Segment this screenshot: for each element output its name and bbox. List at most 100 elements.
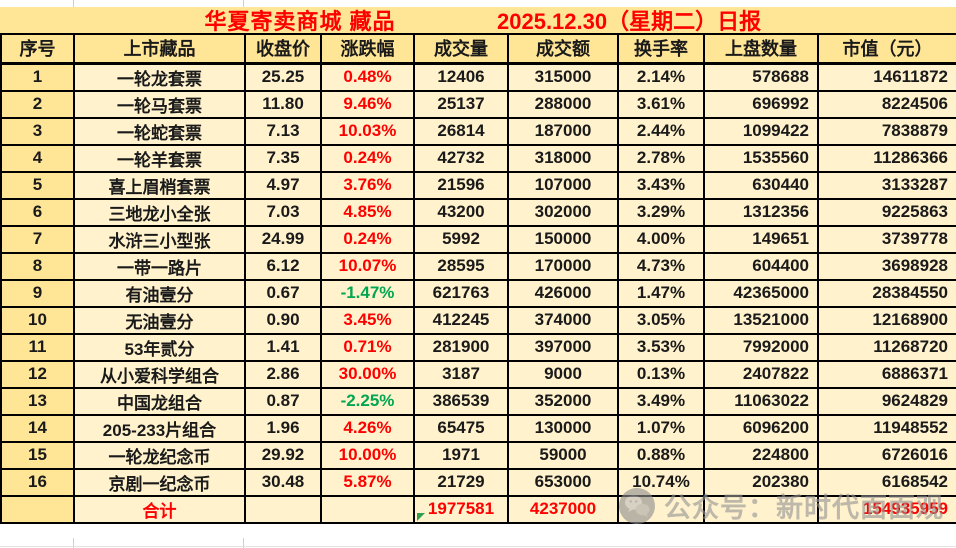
table-row: 2 一轮马套票 11.80 9.46% 25137 288000 3.61% 696992 82… [0, 89, 956, 119]
cell-item-name: 三地龙小全张 [73, 197, 246, 227]
cell-close-price: 30.48 [244, 467, 322, 497]
cell-market-cap: 12168900 [817, 305, 956, 335]
cell-close-price: 2.86 [244, 359, 322, 389]
cell-turnover-amount: 187000 [507, 116, 619, 146]
cell-volume: 3187 [413, 359, 509, 389]
cell-turnover-rate: 1.07% [617, 413, 705, 443]
cell-market-cap: 14611872 [817, 62, 956, 92]
total-row: 合计 1977581 4237000 154935959 [0, 494, 956, 524]
cell-change-pct: 10.03% [320, 116, 415, 146]
cell-listed-qty: 11063022 [703, 386, 819, 416]
gridline-stub [73, 0, 74, 7]
cell-change-pct: 0.24% [320, 143, 415, 173]
cell-listed-qty: 1312356 [703, 197, 819, 227]
cell-turnover-rate: 10.74% [617, 467, 705, 497]
col-header-close: 收盘价 [244, 33, 322, 65]
cell-market-cap: 6168542 [817, 467, 956, 497]
cell-volume: 25137 [413, 89, 509, 119]
cell-change-pct: 0.48% [320, 62, 415, 92]
excel-corner-indicator-icon [417, 513, 425, 521]
cell-volume: 5992 [413, 224, 509, 254]
cell-listed-qty: 578688 [703, 62, 819, 92]
cell-item-name: 从小爱科学组合 [73, 359, 246, 389]
cell-volume: 621763 [413, 278, 509, 308]
cell-market-cap: 9624829 [817, 386, 956, 416]
cell-listed-qty: 149651 [703, 224, 819, 254]
cell-market-cap: 7838879 [817, 116, 956, 146]
col-header-volume: 成交量 [413, 33, 509, 65]
table-row: 12 从小爱科学组合 2.86 30.00% 3187 9000 0.13% 2407822 6… [0, 359, 956, 389]
cell-listed-qty: 7992000 [703, 332, 819, 362]
cell-turnover-amount: 426000 [507, 278, 619, 308]
cell-turnover-rate: 0.13% [617, 359, 705, 389]
header-row: 序号 上市藏品 收盘价 涨跌幅 成交量 成交额 换手率 上盘数量 市值（元） [0, 33, 956, 65]
cell-item-name: 一轮龙套票 [73, 62, 246, 92]
cell-item-name: 一轮龙纪念币 [73, 440, 246, 470]
cell-close-price: 7.13 [244, 116, 322, 146]
table-row: 15 一轮龙纪念币 29.92 10.00% 1971 59000 0.88% 224800 6… [0, 440, 956, 470]
cell-turnover-rate: 4.00% [617, 224, 705, 254]
col-header-index: 序号 [0, 33, 75, 65]
gridline-stub [0, 546, 956, 547]
cell-item-name: 一轮马套票 [73, 89, 246, 119]
cell-volume: 26814 [413, 116, 509, 146]
cell-volume: 43200 [413, 197, 509, 227]
table-row: 8 一带一路片 6.12 10.07% 28595 170000 4.73% 604400 36… [0, 251, 956, 281]
cell-volume: 386539 [413, 386, 509, 416]
cell-change-pct: -2.25% [320, 386, 415, 416]
cell-close-price [244, 494, 322, 524]
cell-index: 8 [0, 251, 75, 281]
cell-turnover-rate: 2.44% [617, 116, 705, 146]
col-header-item: 上市藏品 [73, 33, 246, 65]
cell-market-cap: 28384550 [817, 278, 956, 308]
cell-index: 4 [0, 143, 75, 173]
cell-close-price: 4.97 [244, 170, 322, 200]
cell-listed-qty: 604400 [703, 251, 819, 281]
cell-volume: 42732 [413, 143, 509, 173]
cell-close-price: 1.96 [244, 413, 322, 443]
cell-turnover-amount: 59000 [507, 440, 619, 470]
cell-turnover-rate: 4.73% [617, 251, 705, 281]
cell-index [0, 494, 75, 524]
cell-turnover-rate: 1.47% [617, 278, 705, 308]
cell-change-pct: 10.07% [320, 251, 415, 281]
cell-listed-qty: 2407822 [703, 359, 819, 389]
cell-turnover-rate: 3.49% [617, 386, 705, 416]
gridline-stub [243, 0, 244, 7]
cell-listed-qty: 1099422 [703, 116, 819, 146]
cell-turnover-amount: 302000 [507, 197, 619, 227]
cell-item-name: 中国龙组合 [73, 386, 246, 416]
cell-turnover-amount: 374000 [507, 305, 619, 335]
cell-close-price: 11.80 [244, 89, 322, 119]
cell-change-pct [320, 494, 415, 524]
cell-close-price: 7.35 [244, 143, 322, 173]
total-turnover: 4237000 [507, 494, 619, 524]
cell-index: 9 [0, 278, 75, 308]
cell-turnover-amount: 170000 [507, 251, 619, 281]
cell-market-cap: 11268720 [817, 332, 956, 362]
cell-listed-qty: 6096200 [703, 413, 819, 443]
table-row: 4 一轮羊套票 7.35 0.24% 42732 318000 2.78% 1535560 11… [0, 143, 956, 173]
cell-close-price: 1.41 [244, 332, 322, 362]
cell-index: 11 [0, 332, 75, 362]
cell-close-price: 6.12 [244, 251, 322, 281]
cell-turnover-amount: 150000 [507, 224, 619, 254]
cell-index: 1 [0, 62, 75, 92]
table-row: 13 中国龙组合 0.87 -2.25% 386539 352000 3.49% 110630… [0, 386, 956, 416]
cell-market-cap: 3739778 [817, 224, 956, 254]
cell-volume: 412245 [413, 305, 509, 335]
cell-market-cap: 9225863 [817, 197, 956, 227]
cell-change-pct: 4.26% [320, 413, 415, 443]
cell-volume: 1971 [413, 440, 509, 470]
cell-index: 5 [0, 170, 75, 200]
cell-turnover-amount: 397000 [507, 332, 619, 362]
cell-item-name: 无油壹分 [73, 305, 246, 335]
cell-change-pct: 5.87% [320, 467, 415, 497]
cell-turnover-amount: 288000 [507, 89, 619, 119]
cell-turnover-rate [617, 494, 705, 524]
cell-close-price: 0.67 [244, 278, 322, 308]
report-title-row: 华夏寄卖商城 藏品 2025.12.30（星期二）日报 [0, 7, 956, 34]
cell-turnover-rate: 3.53% [617, 332, 705, 362]
cell-item-name: 一轮蛇套票 [73, 116, 246, 146]
collectibles-table: 序号 上市藏品 收盘价 涨跌幅 成交量 成交额 换手率 上盘数量 市值（元） 1… [0, 33, 956, 524]
